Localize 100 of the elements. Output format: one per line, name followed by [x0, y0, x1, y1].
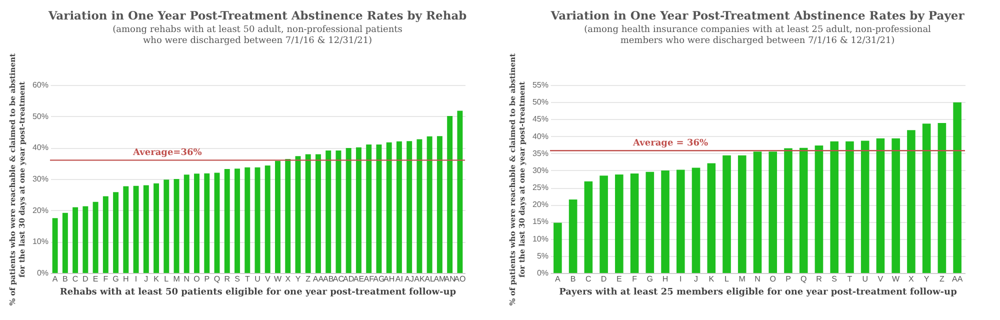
bar — [676, 170, 685, 273]
x-tick-label: AK — [414, 274, 426, 284]
x-tick-label: X — [908, 274, 915, 284]
ref-line-label: Average = 36% — [632, 138, 708, 149]
x-tick-label: C — [72, 274, 78, 284]
bar — [92, 202, 98, 273]
bar — [154, 183, 160, 273]
bar — [938, 122, 946, 273]
x-tick-label: R — [224, 274, 230, 284]
y-tick-label: 55% — [532, 80, 548, 90]
bar — [768, 152, 778, 273]
x-tick-label: AI — [395, 274, 403, 284]
y-tick-label: 40% — [532, 132, 548, 141]
x-tick-label: V — [264, 274, 271, 284]
bar — [646, 172, 654, 273]
y-tick-label: 50% — [532, 98, 548, 107]
bar — [295, 156, 301, 273]
x-axis-title: Payers with at least 25 members eligible for one year post-treatment follow-up — [559, 288, 957, 298]
bar — [305, 154, 311, 273]
x-tick-label: AA — [952, 274, 964, 284]
y-tick-label: 30% — [532, 166, 548, 175]
x-tick-label: AE — [353, 274, 364, 284]
bar — [264, 166, 270, 273]
bar — [568, 200, 578, 273]
bar — [356, 147, 362, 273]
x-tick-label: V — [878, 274, 884, 284]
bar — [214, 172, 220, 273]
x-tick-label: L — [164, 274, 170, 284]
x-tick-label: AO — [454, 274, 466, 284]
bar — [554, 222, 562, 273]
x-tick-label: G — [112, 274, 119, 284]
bar — [447, 116, 453, 273]
x-tick-label: S — [234, 274, 240, 284]
x-tick-label: AG — [373, 274, 385, 284]
y-tick-label: 45% — [532, 114, 548, 124]
x-tick-label: E — [616, 274, 622, 284]
bar — [184, 174, 190, 273]
bar — [224, 168, 230, 273]
x-tick-label: M — [173, 274, 180, 284]
y-tick-label: 10% — [32, 237, 48, 246]
y-tick-label: 50% — [32, 112, 48, 121]
bar — [814, 146, 824, 273]
bar — [922, 124, 931, 273]
bar — [174, 179, 180, 273]
bar — [406, 141, 412, 273]
bar — [876, 138, 885, 273]
x-tick-label: F — [632, 274, 638, 284]
x-tick-label: T — [847, 274, 852, 284]
x-tick-label: Q — [214, 274, 220, 284]
x-tick-label: AC — [332, 274, 344, 284]
bar — [326, 150, 332, 273]
bar — [336, 150, 342, 273]
bar — [72, 207, 78, 273]
bar — [600, 176, 608, 273]
bar — [630, 174, 639, 273]
bar — [123, 186, 129, 273]
ref-line-label: Average=36% — [132, 148, 202, 158]
bar — [234, 168, 240, 273]
x-tick-label: A — [555, 274, 562, 284]
chart-subtitle: (among health insurance companies with at least 25 adult, non-professional members who were discharged between 7/1/16 & 12/31/21) — [584, 24, 932, 46]
chart-title: Variation in One Year Post-Treatment Abstinence Rates by Rehab — [47, 8, 467, 22]
y-tick-label: 25% — [532, 183, 548, 192]
x-tick-label: AN — [444, 274, 456, 284]
x-tick-label: AF — [364, 274, 374, 284]
bar — [275, 160, 280, 273]
bar — [113, 192, 119, 273]
x-tick-label: P — [204, 274, 210, 284]
x-tick-label: R — [816, 274, 822, 284]
bar — [376, 144, 382, 273]
y-tick-label: 40% — [32, 143, 48, 152]
bar — [892, 138, 900, 273]
x-tick-label: C — [586, 274, 592, 284]
x-tick-label: D — [600, 274, 607, 284]
bar — [366, 144, 372, 273]
x-tick-label: X — [285, 274, 292, 284]
bar — [386, 142, 392, 273]
bar — [285, 158, 291, 273]
bar — [615, 174, 624, 273]
bar — [62, 212, 68, 273]
bar — [426, 136, 432, 273]
x-tick-label: AA — [312, 274, 324, 284]
bar — [316, 154, 321, 273]
bar — [436, 136, 442, 273]
bar — [52, 218, 58, 273]
bar — [244, 167, 250, 273]
bar — [860, 140, 870, 273]
x-tick-label: AB — [323, 274, 334, 284]
bar — [692, 168, 700, 273]
x-tick-label: H — [123, 274, 130, 284]
x-tick-label: I — [680, 274, 682, 284]
bar — [738, 155, 746, 273]
x-tick-label: J — [694, 274, 698, 284]
x-tick-label: J — [144, 274, 148, 284]
bar — [784, 148, 792, 273]
bar — [799, 148, 808, 273]
bar — [346, 148, 352, 273]
x-tick-label: K — [708, 274, 715, 284]
x-tick-label: E — [92, 274, 98, 284]
bar — [82, 206, 88, 273]
y-tick-label: 30% — [32, 174, 48, 184]
